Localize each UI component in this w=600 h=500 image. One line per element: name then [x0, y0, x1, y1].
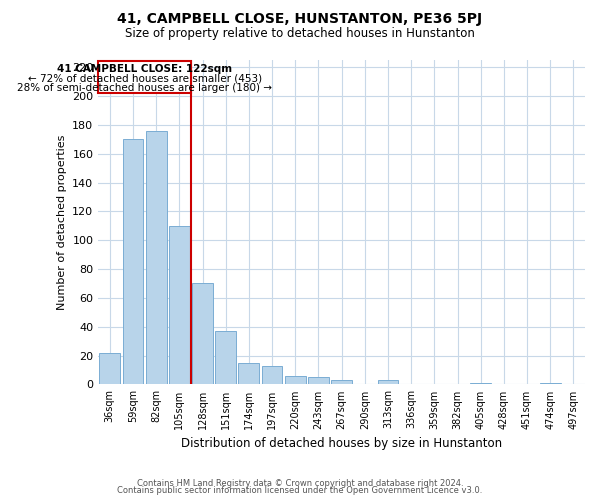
Text: 41 CAMPBELL CLOSE: 122sqm: 41 CAMPBELL CLOSE: 122sqm — [57, 64, 232, 74]
Bar — [215, 331, 236, 384]
Text: 28% of semi-detached houses are larger (180) →: 28% of semi-detached houses are larger (… — [17, 83, 272, 93]
Bar — [540, 383, 560, 384]
Text: Size of property relative to detached houses in Hunstanton: Size of property relative to detached ho… — [125, 28, 475, 40]
Bar — [377, 380, 398, 384]
Text: ← 72% of detached houses are smaller (453): ← 72% of detached houses are smaller (45… — [28, 73, 262, 83]
Y-axis label: Number of detached properties: Number of detached properties — [56, 134, 67, 310]
Bar — [169, 226, 190, 384]
Bar — [470, 383, 491, 384]
Text: Contains HM Land Registry data © Crown copyright and database right 2024.: Contains HM Land Registry data © Crown c… — [137, 478, 463, 488]
Bar — [122, 140, 143, 384]
Bar — [308, 377, 329, 384]
Bar — [146, 130, 167, 384]
Text: 41, CAMPBELL CLOSE, HUNSTANTON, PE36 5PJ: 41, CAMPBELL CLOSE, HUNSTANTON, PE36 5PJ — [118, 12, 482, 26]
Bar — [238, 363, 259, 384]
Bar — [100, 352, 120, 384]
Bar — [331, 380, 352, 384]
Text: Contains public sector information licensed under the Open Government Licence v3: Contains public sector information licen… — [118, 486, 482, 495]
Bar — [192, 284, 213, 384]
Bar — [285, 376, 305, 384]
X-axis label: Distribution of detached houses by size in Hunstanton: Distribution of detached houses by size … — [181, 437, 502, 450]
Bar — [262, 366, 283, 384]
FancyBboxPatch shape — [98, 62, 191, 93]
